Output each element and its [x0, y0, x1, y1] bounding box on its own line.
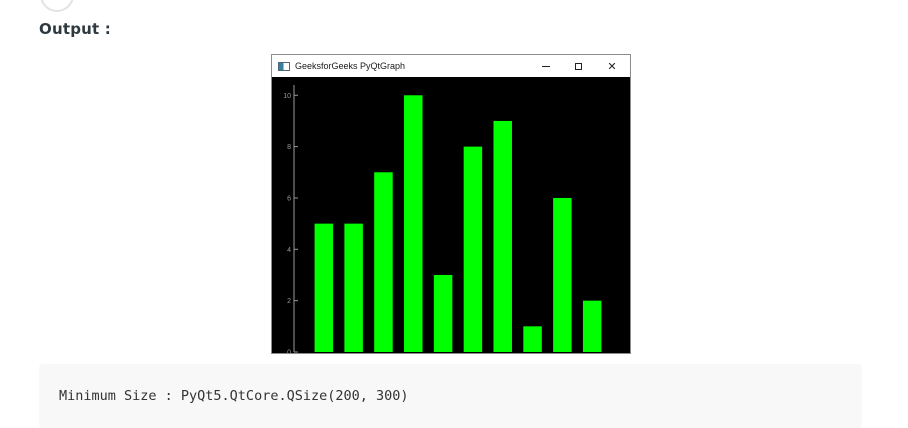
- y-tick-label: 10: [283, 93, 291, 100]
- minimize-button[interactable]: [529, 55, 563, 77]
- pyqtgraph-window: GeeksforGeeks PyQtGraph ✕ 0 2 4 6 8 10: [271, 54, 631, 354]
- decorative-circle: [40, 0, 74, 12]
- code-output-text: Minimum Size : PyQt5.QtCore.QSize(200, 3…: [59, 388, 409, 404]
- bar: [344, 223, 363, 352]
- bar: [314, 223, 334, 352]
- bar: [433, 274, 453, 352]
- close-icon: ✕: [607, 59, 617, 73]
- bar: [493, 120, 512, 352]
- y-tick-label: 8: [287, 144, 291, 151]
- bar: [374, 172, 393, 352]
- bar: [553, 197, 572, 352]
- window-titlebar[interactable]: GeeksforGeeks PyQtGraph ✕: [272, 55, 630, 77]
- maximize-icon: [574, 62, 582, 70]
- y-tick-label: 2: [287, 298, 291, 305]
- bar: [463, 146, 483, 352]
- y-tick-label: 6: [287, 195, 291, 202]
- y-tick-label: 4: [287, 247, 291, 254]
- code-output-block: Minimum Size : PyQt5.QtCore.QSize(200, 3…: [39, 364, 862, 428]
- window-title: GeeksforGeeks PyQtGraph: [295, 61, 406, 71]
- minimize-icon: [542, 65, 550, 67]
- bar: [582, 300, 602, 352]
- output-heading: Output :: [39, 20, 112, 38]
- bar: [404, 95, 423, 352]
- y-tick-label: 0: [287, 350, 291, 354]
- close-button[interactable]: ✕: [595, 55, 629, 77]
- bar-chart-plot: 0 2 4 6 8 10: [283, 85, 602, 354]
- maximize-button[interactable]: [561, 55, 595, 77]
- app-window-icon: [278, 61, 290, 71]
- bar: [523, 326, 542, 352]
